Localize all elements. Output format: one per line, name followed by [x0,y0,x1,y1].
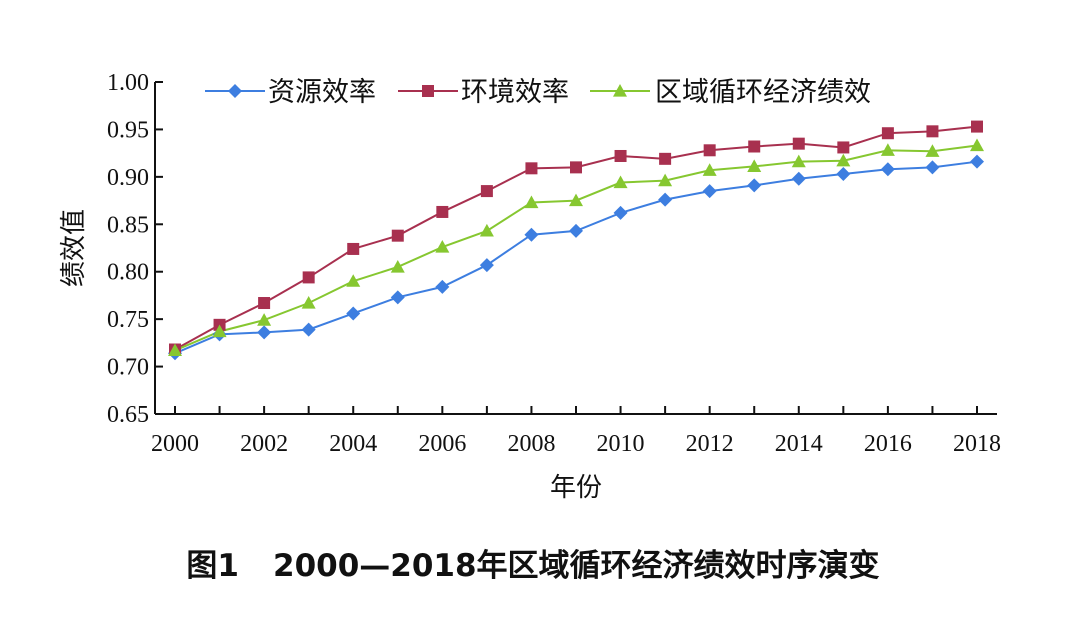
legend-label-3: 区域循环经济绩效 [655,77,871,108]
y-tick-label: 0.90 [107,165,149,191]
y-tick-label: 0.75 [107,307,149,333]
data-point-series-1 [702,184,717,199]
data-point-series-1 [479,258,494,273]
data-point-series-1 [346,306,361,321]
series-lines [174,125,978,355]
data-point-series-3 [970,138,984,152]
y-tick-label: 0.85 [107,212,149,238]
data-point-series-2 [258,297,271,310]
x-tick-label: 2012 [686,431,734,457]
data-point-series-2 [436,205,449,218]
data-point-series-1 [658,192,673,207]
figure-label: 图1 [186,548,239,584]
x-tick-label: 2016 [864,431,912,457]
y-tick-label: 0.80 [107,260,149,286]
data-point-series-1 [301,322,316,337]
data-point-series-2 [703,144,716,157]
data-point-series-1 [880,162,895,177]
legend-marker-3 [613,84,627,97]
data-point-series-1 [791,171,806,186]
legend-marker-1 [228,84,242,98]
data-point-series-2 [347,242,360,255]
data-point-series-1 [747,178,762,193]
data-point-series-3 [747,159,762,173]
data-point-series-3 [925,144,940,157]
x-tick-label: 2000 [151,431,199,457]
data-point-series-2 [659,152,672,165]
data-point-series-2 [881,127,894,140]
data-point-series-1 [390,290,405,305]
data-point-series-3 [658,173,673,187]
series-line-3 [174,144,978,352]
figure-caption: 图1 2000—2018年区域循环经济绩效时序演变 [0,540,1066,585]
data-point-series-3 [390,259,405,273]
x-tick-label: 2018 [953,431,1001,457]
y-tick-label: 1.00 [107,70,149,96]
data-point-series-2 [792,137,805,150]
y-tick-label: 0.70 [107,355,149,381]
data-point-series-2 [570,161,582,174]
series-line-1 [174,160,978,355]
data-point-series-1 [613,205,628,220]
data-point-series-2 [525,162,538,175]
data-point-series-3 [836,153,851,167]
data-point-series-1 [925,160,940,175]
data-point-series-2 [971,120,983,133]
data-point-series-2 [748,140,761,153]
data-point-series-1 [836,167,851,182]
legend-label-2: 环境效率 [461,77,569,108]
data-point-series-2 [391,229,404,242]
data-point-series-1 [970,154,984,169]
data-point-series-1 [257,325,272,340]
series-markers [168,120,984,361]
figure-title: 2000—2018年区域循环经济绩效时序演变 [273,548,880,584]
y-tick-label: 0.65 [107,402,149,428]
data-point-series-2 [837,141,850,154]
data-point-series-2 [480,185,493,198]
data-point-series-3 [301,296,316,309]
x-tick-label: 2006 [418,431,466,457]
data-point-series-3 [479,223,494,237]
x-tick-label: 2008 [507,431,555,457]
data-point-series-3 [791,154,806,168]
data-point-series-1 [524,227,539,242]
data-point-series-3 [702,163,717,176]
data-point-series-3 [524,195,539,209]
legend-marker-2 [422,85,434,97]
x-tick-label: 2004 [329,431,377,457]
x-tick-label: 2014 [775,431,823,457]
x-tick-label: 2010 [597,431,645,457]
y-axis-title: 绩效值 [59,209,89,287]
series-line-2 [174,125,978,351]
data-point-series-3 [435,240,450,253]
data-point-series-3 [569,193,583,207]
data-point-series-2 [614,149,627,162]
data-point-series-2 [926,125,939,138]
data-point-series-1 [569,223,583,238]
legend-label-1: 资源效率 [268,77,376,108]
chart-legend: 资源效率 环境效率 区域循环经济绩效 [205,77,871,108]
x-tick-label: 2002 [240,431,288,457]
y-tick-label: 0.95 [107,117,149,143]
x-axis-title: 年份 [550,473,602,503]
data-point-series-3 [346,274,361,287]
data-point-series-3 [613,175,628,189]
data-point-series-2 [302,271,315,284]
data-point-series-3 [880,143,895,156]
data-point-series-3 [212,324,227,338]
data-point-series-1 [435,279,450,294]
data-point-series-3 [257,313,272,326]
data-point-series-3 [168,343,182,357]
